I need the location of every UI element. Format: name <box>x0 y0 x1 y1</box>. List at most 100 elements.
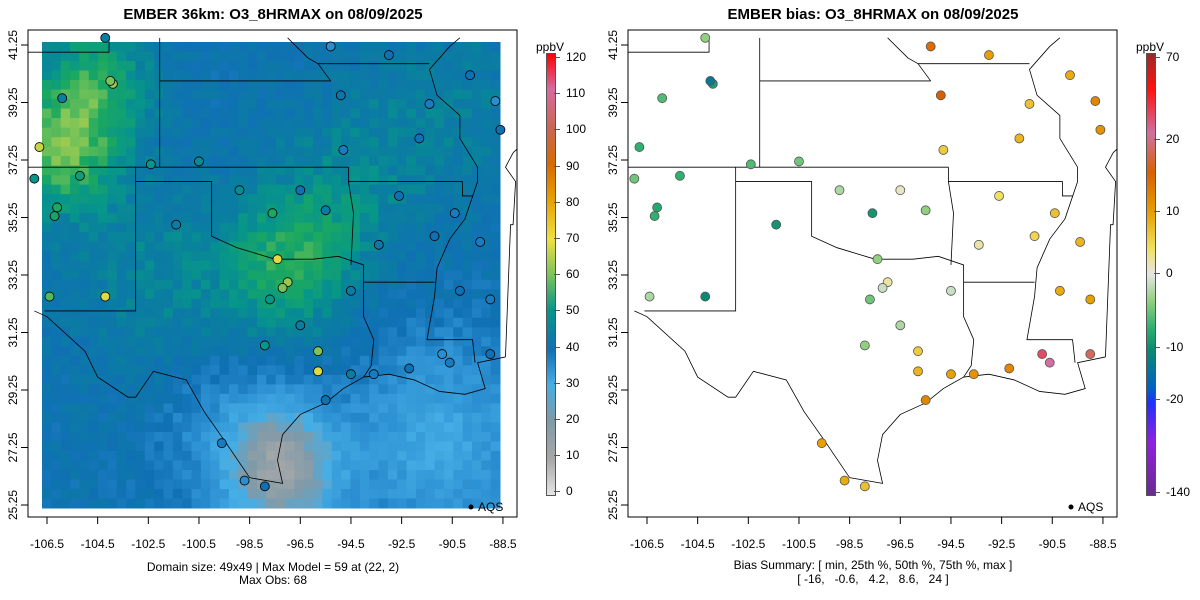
left-colorbar-tick: 100 <box>553 122 587 137</box>
aqs-legend-icon <box>468 504 474 510</box>
x-tick-label: -94.5 <box>937 537 965 551</box>
x-tick-label: -104.5 <box>681 537 715 551</box>
aqs-station-marker <box>895 320 906 331</box>
aqs-station-marker <box>705 76 716 86</box>
aqs-station-marker <box>265 294 275 305</box>
state-boundary <box>135 181 375 378</box>
x-tick-label: -92.5 <box>388 537 416 551</box>
aqs-station-marker <box>859 481 870 492</box>
y-tick-label: 41.25 <box>6 30 20 60</box>
y-tick-label: 25.25 <box>606 490 620 520</box>
aqs-station-marker <box>429 231 440 242</box>
aqs-station-marker <box>700 291 711 302</box>
x-tick-label: -104.5 <box>81 537 115 551</box>
aqs-station-marker <box>239 475 250 486</box>
aqs-station-marker <box>1029 231 1040 242</box>
aqs-station-marker <box>57 93 68 104</box>
aqs-station-marker <box>994 191 1004 201</box>
aqs-station-marker <box>1044 357 1055 368</box>
right-colorbar-tick: 10 <box>1153 204 1180 218</box>
state-boundary <box>426 69 479 363</box>
left-colorbar-tick: 10 <box>553 448 580 463</box>
aqs-station-marker <box>259 481 270 492</box>
right-colorbar-tick: -20 <box>1153 392 1184 406</box>
aqs-station-marker <box>634 142 645 152</box>
aqs-station-marker <box>267 208 278 219</box>
aqs-station-marker <box>859 340 870 351</box>
right-colorbar-tick: -140 <box>1153 485 1191 499</box>
aqs-legend-label: AQS <box>478 500 503 514</box>
aqs-station-marker <box>946 285 956 296</box>
aqs-station-marker <box>700 32 711 43</box>
y-tick-label: 31.25 <box>606 317 620 347</box>
aqs-station-marker <box>346 285 356 296</box>
aqs-station-marker <box>490 96 501 106</box>
x-tick-label: -106.5 <box>630 537 664 551</box>
x-tick-label: -102.5 <box>131 537 165 551</box>
aqs-station-marker <box>865 294 875 305</box>
aqs-station-marker <box>920 395 931 405</box>
aqs-station-marker <box>259 340 270 351</box>
state-boundary <box>948 181 1073 197</box>
left-caption-domain: Domain size: 49x49 | Max Model = 59 at (… <box>146 560 400 574</box>
y-tick-label: 39.25 <box>606 87 620 117</box>
aqs-station-marker <box>52 202 63 213</box>
left-colorbar-tick: 80 <box>553 194 580 209</box>
aqs-station-marker <box>1014 133 1025 144</box>
state-boundary <box>348 167 354 265</box>
right-map: AQS -106.5 -104.5 -102.5 -100.5 -98.5 -96.5 -94… <box>606 29 1118 551</box>
state-boundary <box>1105 148 1117 357</box>
left-stations <box>29 32 506 492</box>
left-colorbar-tick: 50 <box>553 303 580 318</box>
aqs-station-marker <box>49 211 60 221</box>
left-colorbar-tick: 60 <box>553 267 580 282</box>
aqs-station-marker <box>105 76 116 86</box>
aqs-station-marker <box>1024 99 1035 109</box>
aqs-station-marker <box>794 156 804 167</box>
y-tick-label: 41.25 <box>606 30 620 60</box>
x-tick-label: -88.5 <box>1089 537 1117 551</box>
aqs-station-marker <box>295 320 306 331</box>
y-tick-label: 35.25 <box>6 202 20 232</box>
aqs-station-marker <box>100 291 111 302</box>
left-colorbar-tick: 30 <box>553 375 580 390</box>
aqs-station-marker <box>320 395 331 405</box>
aqs-station-marker <box>465 70 475 81</box>
y-tick-label: 31.25 <box>6 317 20 347</box>
aqs-station-marker <box>394 191 404 201</box>
right-title: EMBER bias: O3_8HRMAX on 08/09/2025 <box>727 6 1019 23</box>
aqs-station-marker <box>1049 208 1060 219</box>
aqs-station-marker <box>194 156 204 167</box>
aqs-station-marker <box>414 133 425 144</box>
aqs-station-marker <box>216 438 227 449</box>
left-caption-maxobs: Max Obs: 68 <box>238 573 308 587</box>
aqs-station-marker <box>404 363 415 374</box>
state-boundary <box>634 310 964 484</box>
left-state-boundaries <box>28 37 517 484</box>
x-tick-label: -96.5 <box>287 537 315 551</box>
state-boundary <box>505 148 517 357</box>
aqs-station-marker <box>1065 70 1075 81</box>
aqs-station-marker <box>973 239 984 250</box>
x-tick-label: -98.5 <box>836 537 864 551</box>
right-colorbar <box>1146 53 1156 496</box>
aqs-station-marker <box>277 283 288 293</box>
aqs-station-marker <box>938 145 949 155</box>
aqs-station-marker <box>649 211 660 221</box>
left-colorbar-tick: 20 <box>553 412 580 426</box>
aqs-station-marker <box>272 254 283 265</box>
x-tick-label: -100.5 <box>782 537 816 551</box>
aqs-station-marker <box>437 349 448 359</box>
y-tick-label: 37.25 <box>606 145 620 175</box>
x-tick-label: -92.5 <box>988 537 1016 551</box>
aqs-station-marker <box>75 170 85 181</box>
state-boundary <box>1026 69 1079 363</box>
left-title: EMBER 36km: O3_8HRMAX on 08/09/2025 <box>123 6 423 23</box>
aqs-legend-label: AQS <box>1078 500 1103 514</box>
aqs-station-marker <box>913 366 923 377</box>
aqs-station-marker <box>295 185 306 196</box>
aqs-station-marker <box>867 208 878 219</box>
aqs-station-marker <box>454 285 465 296</box>
aqs-station-marker <box>449 208 460 219</box>
